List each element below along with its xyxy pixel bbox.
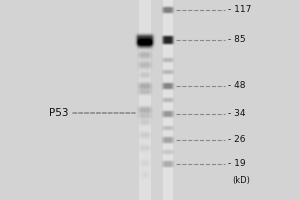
Text: - 48: - 48 — [228, 82, 245, 90]
Text: - 26: - 26 — [228, 136, 245, 144]
Text: (kD): (kD) — [232, 176, 250, 184]
Text: - 19: - 19 — [228, 160, 246, 168]
Text: - 34: - 34 — [228, 110, 245, 118]
Text: - 117: - 117 — [228, 5, 251, 15]
Text: - 85: - 85 — [228, 36, 246, 45]
Text: P53: P53 — [50, 108, 69, 118]
